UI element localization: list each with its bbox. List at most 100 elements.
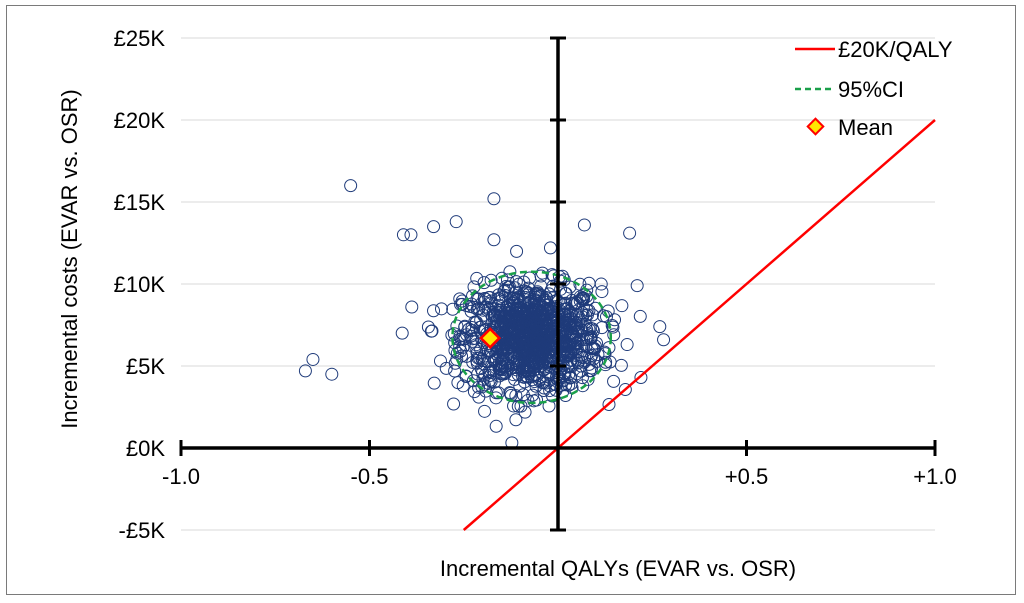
y-tick-label: £20K <box>114 108 166 133</box>
data-point <box>521 295 535 309</box>
y-tick-label: £0K <box>126 436 165 461</box>
data-point <box>522 316 536 330</box>
scatter-plot: -1.0 -0.5 +0.5 +1.0 -£5K £0K £5K £10K £15K £20K £2… <box>57 26 957 581</box>
data-point <box>503 386 517 400</box>
data-point <box>607 374 621 388</box>
data-point <box>533 371 547 385</box>
data-point <box>533 288 547 302</box>
data-point <box>579 317 593 331</box>
data-point <box>472 380 486 394</box>
data-point <box>404 228 418 242</box>
simulation-points <box>298 179 671 450</box>
data-point <box>487 315 501 329</box>
data-point <box>497 310 511 324</box>
data-point <box>618 383 632 397</box>
tick-labels: -1.0 -0.5 +0.5 +1.0 -£5K £0K £5K £10K £15K £20K £2… <box>114 26 957 543</box>
data-point <box>542 399 556 413</box>
data-point <box>576 379 590 393</box>
data-point <box>513 318 527 332</box>
data-point <box>582 276 596 290</box>
data-point <box>576 310 590 324</box>
data-point <box>562 378 576 392</box>
data-point <box>623 226 637 240</box>
data-point <box>447 397 461 411</box>
data-point <box>537 383 551 397</box>
data-point <box>634 370 648 384</box>
data-point <box>494 367 508 381</box>
data-point <box>509 389 523 403</box>
data-point <box>602 397 616 411</box>
data-point <box>607 328 621 342</box>
data-point <box>543 384 557 398</box>
data-point <box>542 298 556 312</box>
data-point <box>424 324 438 338</box>
data-point <box>466 374 480 388</box>
data-point <box>470 354 484 368</box>
wtp-line <box>462 119 936 531</box>
x-tick-label: +1.0 <box>913 464 956 489</box>
data-point <box>515 348 529 362</box>
data-point <box>427 304 441 318</box>
data-point <box>396 228 410 242</box>
data-point <box>455 294 469 308</box>
x-tick-label: +0.5 <box>725 464 768 489</box>
data-point <box>450 319 464 333</box>
data-point <box>472 390 486 404</box>
data-point <box>494 303 508 317</box>
chart-frame: -1.0 -0.5 +0.5 +1.0 -£5K £0K £5K £10K £15K £20K £2… <box>6 5 1016 595</box>
data-point <box>466 289 480 303</box>
data-point <box>507 357 521 371</box>
data-point <box>653 320 667 334</box>
x-tick-label: -0.5 <box>351 464 389 489</box>
data-point <box>439 361 453 375</box>
data-point <box>477 349 491 363</box>
data-point <box>630 279 644 293</box>
data-point <box>568 333 582 347</box>
data-point <box>531 286 545 300</box>
data-point <box>614 358 628 372</box>
data-point <box>505 334 519 348</box>
data-point <box>498 288 512 302</box>
data-point <box>481 376 495 390</box>
data-point <box>534 269 548 283</box>
data-point <box>508 302 522 316</box>
data-point <box>298 364 312 378</box>
data-point <box>451 376 465 390</box>
axes <box>179 36 937 532</box>
data-point <box>501 342 515 356</box>
data-point <box>563 280 577 294</box>
data-point <box>583 321 597 335</box>
data-point <box>529 332 543 346</box>
data-point <box>581 331 595 345</box>
data-point <box>537 363 551 377</box>
data-point <box>527 305 541 319</box>
data-point <box>427 220 441 234</box>
data-point <box>577 218 591 232</box>
data-point <box>584 351 598 365</box>
wtp-threshold-line <box>462 119 936 531</box>
data-point <box>516 287 530 301</box>
data-point <box>476 365 490 379</box>
data-point <box>521 393 535 407</box>
data-point <box>489 302 503 316</box>
data-point <box>507 291 521 305</box>
data-point <box>344 179 358 193</box>
data-point <box>526 358 540 372</box>
data-point <box>530 393 544 407</box>
data-point <box>433 354 447 368</box>
data-point <box>542 287 556 301</box>
data-point <box>448 343 462 357</box>
ci-ellipse <box>451 270 613 405</box>
data-point <box>453 340 467 354</box>
data-point <box>585 361 599 375</box>
data-point <box>495 271 509 285</box>
data-point <box>510 244 524 258</box>
data-point <box>508 372 522 386</box>
data-point <box>535 317 549 331</box>
data-point <box>487 192 501 206</box>
data-point <box>513 338 527 352</box>
data-point <box>489 354 503 368</box>
y-axis-title: Incremental costs (EVAR vs. OSR) <box>57 89 82 428</box>
data-point <box>567 343 581 357</box>
y-tick-label: £25K <box>114 26 166 51</box>
